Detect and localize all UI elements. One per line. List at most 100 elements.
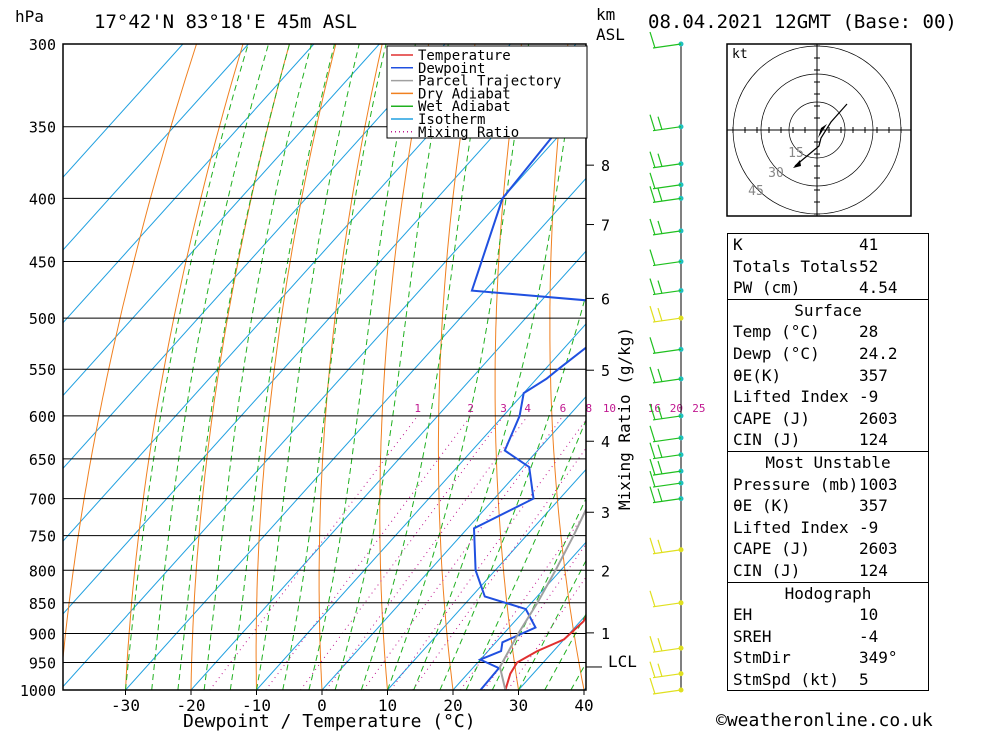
barb-feather — [657, 153, 663, 167]
hodograph-trace — [794, 103, 848, 167]
index-label: K — [733, 235, 743, 254]
isotherm-line — [125, 177, 586, 690]
barb-shaft — [652, 289, 682, 296]
barb-feather — [649, 218, 656, 236]
index-value: 41 — [859, 235, 879, 254]
mixing-ratio-label: 1 — [414, 402, 421, 415]
barb-shaft — [652, 317, 682, 323]
index-label: θE (K) — [733, 496, 791, 516]
barb-shaft — [652, 470, 682, 476]
km-tick-label: 4 — [601, 433, 610, 451]
storm-motion-marker — [818, 124, 827, 138]
index-label: CAPE (J) — [733, 539, 811, 559]
wind-barb — [649, 305, 682, 323]
legend-entry: Parcel Trajectory — [418, 74, 561, 90]
pressure-tick-label: 650 — [29, 451, 56, 469]
index-row: K 41 — [728, 234, 928, 256]
x-axis-label: Dewpoint / Temperature (°C) — [183, 711, 476, 732]
dewpoint-curve — [470, 99, 586, 690]
legend-entry: Temperature — [418, 48, 511, 64]
wind-barb — [649, 186, 682, 203]
barb-feather — [649, 537, 656, 554]
wet-adiabat-line — [360, 44, 487, 690]
wet-adiabat-line — [465, 418, 586, 690]
index-label: Dewp (°C) — [733, 343, 820, 363]
index-label: StmSpd (kt) — [733, 669, 839, 689]
barb-shaft — [652, 673, 682, 679]
barb-feather — [657, 663, 663, 677]
hodograph-ring-label: 45 — [748, 184, 764, 199]
mixing-ratio-label: 2 — [467, 402, 474, 415]
watermark: ©weatheronline.co.uk — [716, 710, 933, 731]
dry-adiabat-line — [125, 44, 244, 690]
index-row: Pressure (mb) 1003 — [728, 474, 928, 496]
index-value: 357 — [859, 365, 888, 385]
pressure-tick-label: 500 — [29, 310, 56, 328]
barb-feather — [649, 172, 656, 189]
pressure-tick-label: 900 — [29, 625, 56, 643]
index-row: CAPE (J) 2603 — [728, 408, 928, 430]
isotherm-line — [63, 44, 380, 397]
index-row: PW (cm) 4.54 — [728, 277, 928, 299]
wind-barb — [649, 337, 682, 354]
barb-feather — [657, 444, 663, 458]
mixing-ratio-label: 20 — [670, 402, 683, 415]
mixing-ratio-line — [265, 415, 472, 690]
barb-shaft — [652, 184, 682, 190]
index-label: θE(K) — [733, 365, 782, 385]
barb-feather — [649, 366, 656, 384]
index-value: 10 — [859, 605, 879, 625]
wind-barb — [649, 278, 682, 296]
index-row: EH 10 — [728, 604, 928, 626]
hpa-label: hPa — [15, 7, 44, 26]
barb-feather — [649, 305, 656, 323]
indices-hodograph: EH 10 SREH -4 StmDir 349° StmSpd (kt) 5 — [728, 604, 928, 690]
index-row: θE (K) 357 — [728, 495, 928, 517]
mixing-ratio-line — [300, 415, 504, 690]
index-value: -9 — [859, 387, 879, 407]
index-row: θE(K) 357 — [728, 365, 928, 387]
barb-shaft — [652, 602, 682, 608]
pressure-tick-label: 950 — [29, 654, 56, 672]
barb-shaft — [652, 43, 682, 49]
barb-shaft — [652, 163, 682, 169]
barb-shaft — [652, 689, 682, 695]
barb-shaft — [652, 647, 682, 653]
pressure-tick-label: 400 — [29, 190, 56, 208]
pressure-tick-label: 550 — [29, 361, 56, 379]
barb-feather — [657, 637, 663, 652]
wind-barb — [649, 635, 682, 653]
index-value: 124 — [859, 560, 888, 580]
isotherm-line — [63, 44, 577, 615]
wind-barb — [649, 366, 682, 384]
hodograph-arrow — [793, 160, 801, 168]
barb-feather — [657, 307, 663, 322]
indices-table: K 41 Totals Totals 52 PW (cm) 4.54 Surface Te… — [727, 233, 929, 692]
pressure-tick-label: 850 — [29, 595, 56, 613]
index-label: StmDir — [733, 648, 791, 668]
km-tick-label: 1 — [601, 625, 610, 643]
barb-shaft — [652, 415, 682, 421]
pressure-tick-label: 700 — [29, 491, 56, 509]
index-label: Totals Totals — [733, 256, 859, 276]
km-tick-label: 5 — [601, 362, 610, 380]
index-value: 357 — [859, 496, 888, 516]
x-tick-label: 0 — [317, 696, 327, 715]
barb-feather — [657, 220, 663, 235]
barb-shaft — [652, 482, 682, 488]
isotherm-line — [63, 44, 511, 542]
barb-feather — [649, 337, 656, 354]
barb-feather — [649, 425, 656, 442]
pressure-tick-label: 450 — [29, 254, 56, 272]
barb-feather — [657, 460, 663, 475]
barb-shaft — [652, 498, 682, 504]
mixing-ratio-line — [390, 418, 586, 690]
barb-feather — [649, 486, 656, 503]
mixing-ratio-label: 25 — [692, 402, 705, 415]
mixing-ratio-line — [483, 543, 586, 690]
wet-adiabat-line — [282, 44, 387, 690]
legend-box — [386, 45, 588, 139]
index-value: 4.54 — [859, 278, 898, 298]
mixing-ratio-line — [507, 576, 586, 690]
wind-barb — [649, 151, 682, 169]
